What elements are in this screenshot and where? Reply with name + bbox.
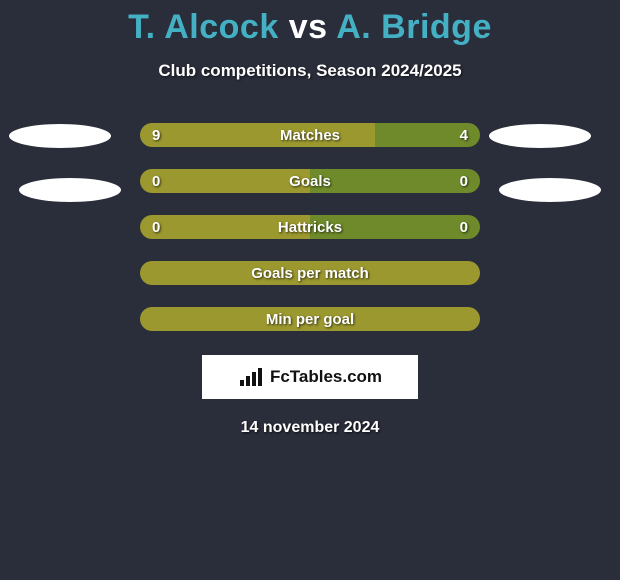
left-oval <box>19 178 121 202</box>
stat-row: Hattricks00 <box>0 215 620 239</box>
value-left: 9 <box>152 123 160 147</box>
page-title: T. Alcock vs A. Bridge <box>0 8 620 47</box>
title-vs: vs <box>289 8 328 46</box>
bar-left <box>140 123 375 147</box>
title-player2: A. Bridge <box>336 8 492 46</box>
value-right: 0 <box>460 169 468 193</box>
value-right: 4 <box>460 123 468 147</box>
bar-track: Goals per match <box>140 261 480 285</box>
right-oval <box>489 124 591 148</box>
left-oval <box>9 124 111 148</box>
right-oval <box>499 178 601 202</box>
value-left: 0 <box>152 215 160 239</box>
title-player1: T. Alcock <box>128 8 279 46</box>
bar-full <box>140 307 480 331</box>
stat-rows: Matches94Goals00Hattricks00Goals per mat… <box>0 123 620 331</box>
bar-track: Hattricks00 <box>140 215 480 239</box>
stat-row: Goals per match <box>0 261 620 285</box>
bars-icon <box>238 366 264 388</box>
subtitle: Club competitions, Season 2024/2025 <box>0 61 620 81</box>
comparison-infographic: T. Alcock vs A. Bridge Club competitions… <box>0 0 620 437</box>
value-left: 0 <box>152 169 160 193</box>
bar-left <box>140 215 310 239</box>
bar-full <box>140 261 480 285</box>
bar-track: Matches94 <box>140 123 480 147</box>
bar-track: Min per goal <box>140 307 480 331</box>
bar-left <box>140 169 310 193</box>
bar-right <box>310 215 480 239</box>
logo-box: FcTables.com <box>202 355 418 399</box>
date-label: 14 november 2024 <box>0 419 620 437</box>
bar-track: Goals00 <box>140 169 480 193</box>
value-right: 0 <box>460 215 468 239</box>
bar-right <box>310 169 480 193</box>
stat-row: Min per goal <box>0 307 620 331</box>
logo-text: FcTables.com <box>270 367 382 387</box>
